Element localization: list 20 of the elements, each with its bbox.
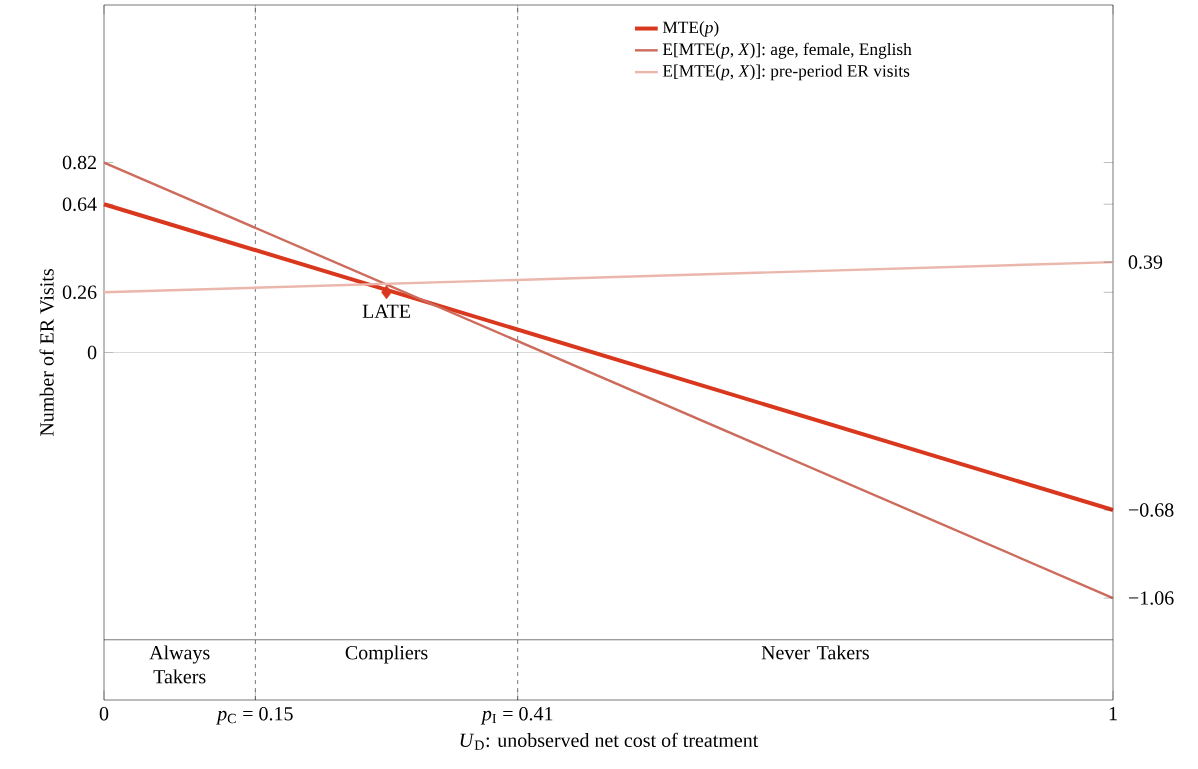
- y-tick-label: 0.26: [62, 285, 97, 300]
- legend-label: E[MTE(p, X)]: pre-period ER visits: [662, 64, 910, 81]
- y-axis-title: Number of ER Visits: [39, 269, 54, 437]
- y-tick-label: 0: [87, 345, 97, 360]
- x-tick-label: 0: [99, 706, 109, 721]
- y-tick-label: 0.82: [62, 155, 96, 170]
- y2-tick-label: −0.68: [1128, 503, 1174, 517]
- x-tick-label: p$_{I}$ = 0.41: [480, 706, 553, 725]
- annotation: LATE: [362, 304, 410, 318]
- y2-tick-label: −1.06: [1128, 591, 1174, 605]
- y2-tick-label: 0.39: [1128, 255, 1163, 269]
- legend-label: E[MTE(p, X)]: age, female, English: [662, 42, 912, 59]
- x-tick-label: p$_{C}$ = 0.15: [216, 706, 293, 725]
- x-axis-title: U$_{D}$: unobserved net cost of treatment: [460, 732, 759, 750]
- annotation: Never Takers: [761, 645, 869, 660]
- annotation: Compliers: [345, 645, 428, 664]
- y-tick-label: 0.64: [62, 197, 97, 212]
- annotation: Always Takers: [149, 645, 210, 684]
- legend-label: MTE(p): [662, 21, 719, 37]
- x-tick-label: 1: [1109, 706, 1117, 721]
